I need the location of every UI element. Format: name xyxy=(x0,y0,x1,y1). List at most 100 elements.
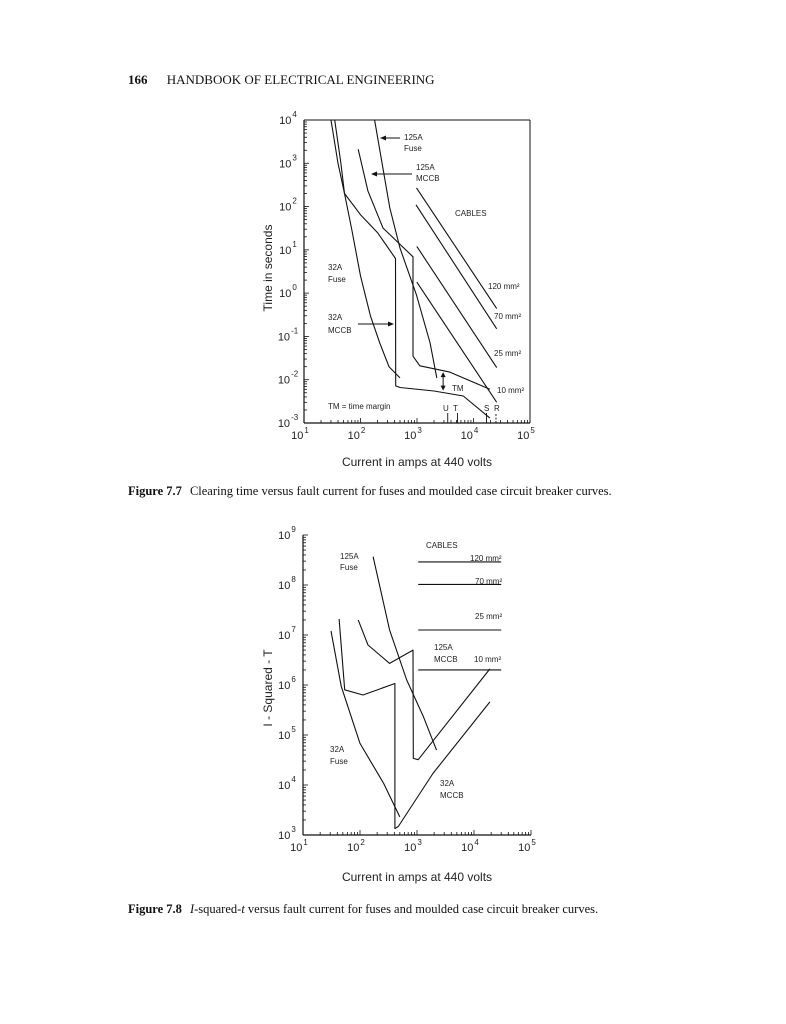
x-tick-exponent: 2 xyxy=(360,838,365,847)
fig78-annotations: 125A Fuse CABLES 120 mm² 70 mm² 25 mm² 1… xyxy=(261,541,502,884)
y-tick-label: 105 xyxy=(278,725,296,742)
label-125a-fuse-2: Fuse xyxy=(340,563,358,572)
x-tick-exponent: 1 xyxy=(303,838,308,847)
figure-number: Figure 7.7 xyxy=(128,484,182,498)
label-120mm: 120 mm² xyxy=(470,554,502,563)
label-125a-mccb-2: MCCB xyxy=(416,174,440,183)
x-tick-label: 105 xyxy=(517,426,535,442)
y-tick-label: 102 xyxy=(279,197,297,214)
label-32a-fuse-1: 32A xyxy=(328,263,343,272)
label-32a-fuse-2: Fuse xyxy=(330,757,348,766)
caption-italic: I xyxy=(189,902,195,916)
y-tick-exponent: -1 xyxy=(291,326,299,335)
marker-label-s: S xyxy=(484,404,489,413)
arrowhead-up-icon xyxy=(440,372,446,378)
arrowhead-icon xyxy=(380,135,386,141)
x-tick-exponent: 4 xyxy=(474,426,479,435)
y-tick-label: 103 xyxy=(279,153,297,170)
series-125a-fuse xyxy=(374,119,438,379)
label-125a-mccb-1: 125A xyxy=(434,643,453,652)
y-tick-label: 10-2 xyxy=(278,370,299,387)
label-10mm: 10 mm² xyxy=(474,655,501,664)
y-tick-label: 104 xyxy=(279,110,297,127)
arrowhead-down-icon xyxy=(440,385,446,391)
y-tick-exponent: 9 xyxy=(291,525,296,534)
y-tick-exponent: 7 xyxy=(291,625,296,634)
series-125a-mccb xyxy=(357,619,491,761)
x-tick-label: 103 xyxy=(404,838,422,854)
arrowhead-icon xyxy=(388,321,394,327)
x-tick-label: 101 xyxy=(291,426,309,442)
label-25mm: 25 mm² xyxy=(475,612,502,621)
figure-number: Figure 7.8 xyxy=(128,902,182,916)
fig77-annotations: 125A Fuse 125A MCCB CABLES 32A Fuse 32A … xyxy=(261,133,524,469)
page-number: 166 xyxy=(128,72,148,87)
label-10mm: 10 mm² xyxy=(497,386,524,395)
series-32a-fuse xyxy=(330,119,401,379)
figure-7-8-chart: 101 102 103 104 105 109 108 107 106 105 104 103 xyxy=(278,525,536,854)
x-axis-label: Current in amps at 440 volts xyxy=(342,455,492,469)
y-tick-label: 10-1 xyxy=(278,326,299,343)
series-125a-mccb xyxy=(357,149,491,390)
x-tick-exponent: 5 xyxy=(531,838,536,847)
x-tick-exponent: 2 xyxy=(361,426,366,435)
label-70mm: 70 mm² xyxy=(475,577,502,586)
y-tick-label: 10-3 xyxy=(278,413,299,430)
x-tick-exponent: 4 xyxy=(474,838,479,847)
label-125a-mccb-2: MCCB xyxy=(434,655,458,664)
y-axis-label: I - Squared - T xyxy=(261,649,275,727)
series-70-mm- xyxy=(415,204,498,330)
x-tick-label: 105 xyxy=(518,838,536,854)
label-32a-mccb-1: 32A xyxy=(328,313,343,322)
y-tick-exponent: 4 xyxy=(292,110,297,119)
y-tick-label: 104 xyxy=(278,775,296,792)
x-tick-label: 103 xyxy=(404,426,422,442)
label-cables: CABLES xyxy=(426,541,458,550)
figure-7-7-chart: 101 102 103 104 10510410310210110010-110-210… xyxy=(278,110,536,442)
label-70mm: 70 mm² xyxy=(494,312,521,321)
label-32a-fuse-2: Fuse xyxy=(328,275,346,284)
series-25-mm- xyxy=(416,246,498,368)
y-tick-label: 108 xyxy=(278,575,296,592)
x-tick-label: 101 xyxy=(290,838,308,854)
y-tick-label: 106 xyxy=(278,675,296,692)
y-tick-label: 107 xyxy=(278,625,296,642)
marker-label-u: U xyxy=(443,404,449,413)
label-cables: CABLES xyxy=(455,209,487,218)
label-25mm: 25 mm² xyxy=(494,349,521,358)
label-120mm: 120 mm² xyxy=(488,282,520,291)
running-title: HANDBOOK OF ELECTRICAL ENGINEERING xyxy=(166,72,435,87)
y-tick-exponent: 0 xyxy=(292,283,297,292)
figure-7-8-caption: Figure 7.8 I-squared-t versus fault curre… xyxy=(128,902,598,917)
label-tm-note: TM = time margin xyxy=(328,402,390,411)
caption-text: -squared- xyxy=(194,902,242,916)
y-tick-exponent: 2 xyxy=(292,197,297,206)
y-tick-label: 109 xyxy=(278,525,296,542)
figure-7-7-caption: Figure 7.7 Clearing time versus fault cur… xyxy=(128,484,612,499)
y-tick-exponent: 1 xyxy=(292,240,297,249)
y-tick-exponent: 5 xyxy=(291,725,296,734)
label-32a-mccb-1: 32A xyxy=(440,779,455,788)
x-tick-label: 104 xyxy=(461,426,479,442)
x-tick-exponent: 3 xyxy=(417,838,422,847)
y-tick-label: 100 xyxy=(279,283,297,300)
label-125a-fuse-1: 125A xyxy=(340,552,359,561)
running-header: 166 HANDBOOK OF ELECTRICAL ENGINEERING xyxy=(128,72,435,88)
y-tick-exponent: -2 xyxy=(291,370,299,379)
x-tick-exponent: 1 xyxy=(304,426,309,435)
x-tick-label: 102 xyxy=(347,838,365,854)
x-tick-label: 102 xyxy=(348,426,366,442)
arrowhead-icon xyxy=(371,171,377,177)
x-axis-label: Current in amps at 440 volts xyxy=(342,870,492,884)
series-10-mm- xyxy=(416,281,498,403)
y-tick-exponent: 6 xyxy=(291,675,296,684)
label-125a-fuse-2: Fuse xyxy=(404,144,422,153)
marker-label-r: R xyxy=(494,404,500,413)
caption-text: versus fault current for fuses and mould… xyxy=(244,902,599,916)
label-125a-fuse-1: 125A xyxy=(404,133,423,142)
y-tick-label: 103 xyxy=(278,825,296,842)
series-32a-mccb xyxy=(334,119,491,419)
y-tick-label: 101 xyxy=(279,240,297,257)
y-tick-exponent: 4 xyxy=(291,775,296,784)
caption-text: Clearing time versus fault current for f… xyxy=(189,484,612,498)
